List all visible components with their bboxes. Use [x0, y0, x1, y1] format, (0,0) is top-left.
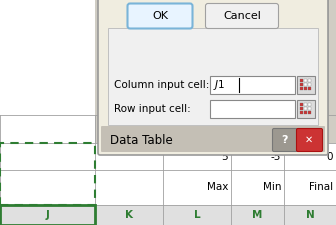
Bar: [300, 111, 303, 114]
Text: -5: -5: [270, 152, 281, 162]
Text: ✕: ✕: [305, 135, 313, 145]
Bar: [308, 107, 311, 110]
Text: K: K: [125, 210, 133, 220]
Bar: [103, 0, 329, 150]
Bar: [300, 87, 303, 90]
Bar: [300, 103, 303, 106]
Text: Data Table: Data Table: [110, 133, 173, 146]
FancyBboxPatch shape: [101, 126, 325, 152]
Text: OK: OK: [152, 11, 168, 21]
Bar: [304, 83, 307, 86]
Bar: [308, 111, 311, 114]
Text: Min: Min: [262, 182, 281, 192]
Text: M: M: [252, 210, 263, 220]
Bar: [304, 87, 307, 90]
Text: $J$1: $J$1: [213, 78, 225, 92]
FancyBboxPatch shape: [98, 0, 328, 155]
Bar: [304, 107, 307, 110]
Text: J: J: [46, 210, 49, 220]
Bar: [297, 76, 315, 94]
Bar: [210, 100, 295, 118]
FancyBboxPatch shape: [127, 4, 193, 29]
Bar: [0, 205, 336, 225]
FancyBboxPatch shape: [296, 128, 323, 151]
Bar: [210, 76, 295, 94]
Text: Max: Max: [207, 182, 228, 192]
Text: 0: 0: [327, 152, 333, 162]
Bar: [108, 28, 318, 125]
Bar: [308, 83, 311, 86]
Bar: [0, 205, 95, 225]
Bar: [308, 103, 311, 106]
Text: Cancel: Cancel: [223, 11, 261, 21]
Bar: [300, 83, 303, 86]
Bar: [300, 79, 303, 82]
Text: L: L: [194, 210, 200, 220]
FancyBboxPatch shape: [206, 4, 279, 29]
Bar: [304, 79, 307, 82]
Bar: [300, 107, 303, 110]
Bar: [95, 0, 336, 143]
Bar: [308, 79, 311, 82]
Text: Row input cell:: Row input cell:: [114, 104, 191, 114]
Text: N: N: [306, 210, 314, 220]
Bar: [304, 103, 307, 106]
FancyBboxPatch shape: [272, 128, 297, 151]
Text: ?: ?: [282, 135, 288, 145]
Bar: [308, 87, 311, 90]
Bar: [297, 100, 315, 118]
Text: 5: 5: [221, 152, 228, 162]
Bar: [304, 111, 307, 114]
Text: Column input cell:: Column input cell:: [114, 80, 209, 90]
Text: Final: Final: [309, 182, 333, 192]
